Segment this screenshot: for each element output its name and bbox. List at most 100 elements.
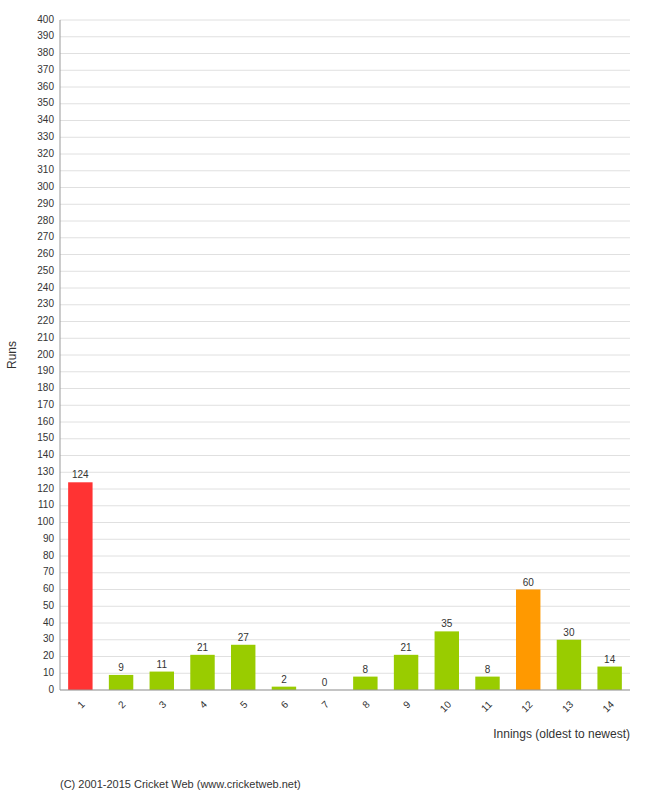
- grid-line: [60, 187, 630, 188]
- y-tick-label: 100: [37, 516, 54, 527]
- grid-line: [60, 321, 630, 322]
- grid-line: [60, 204, 630, 205]
- x-tick-label: 7: [319, 698, 331, 710]
- grid-line: [60, 422, 630, 423]
- page: {"chart_data": {"type": "bar", "xlabel":…: [0, 0, 650, 800]
- grid-line: [60, 388, 630, 389]
- data-labels: 124911212720821358603014: [72, 469, 616, 688]
- y-tick-label: 40: [43, 617, 55, 628]
- x-tick-label: 11: [479, 698, 494, 713]
- grid-line: [60, 589, 630, 590]
- x-tick-label: 9: [401, 698, 413, 710]
- x-tick-label: 12: [519, 698, 535, 714]
- data-label: 35: [441, 618, 453, 629]
- y-tick-label: 370: [37, 64, 54, 75]
- y-tick-label: 120: [37, 483, 54, 494]
- y-tick-label: 300: [37, 181, 54, 192]
- y-tick-label: 220: [37, 315, 54, 326]
- grid-line: [60, 639, 630, 640]
- y-tick-label: 70: [43, 566, 55, 577]
- x-tick-label: 8: [360, 698, 372, 710]
- grid-line: [60, 438, 630, 439]
- footer: (C) 2001-2015 Cricket Web (www.cricketwe…: [60, 778, 301, 790]
- grid-line: [60, 455, 630, 456]
- y-tick-label: 150: [37, 432, 54, 443]
- y-tick-label: 20: [43, 650, 55, 661]
- grid-line: [60, 522, 630, 523]
- x-tick-label: 1: [75, 698, 87, 710]
- grid-line: [60, 221, 630, 222]
- bar: [272, 687, 296, 690]
- data-label: 2: [281, 674, 287, 685]
- grid-line: [60, 170, 630, 171]
- grid-line: [60, 690, 630, 691]
- grid-line: [60, 271, 630, 272]
- y-tick-label: 230: [37, 298, 54, 309]
- grid-line: [60, 539, 630, 540]
- grid-line: [60, 120, 630, 121]
- bars: [68, 482, 622, 690]
- data-label: 21: [401, 642, 413, 653]
- bar: [68, 482, 92, 690]
- grid-line: [60, 405, 630, 406]
- x-tick-label: 4: [197, 698, 209, 710]
- grid-line: [60, 137, 630, 138]
- bar: [394, 655, 418, 690]
- y-tick-label: 320: [37, 148, 54, 159]
- x-tick-label: 3: [157, 698, 169, 710]
- grid-line: [60, 371, 630, 372]
- y-tick-label: 80: [43, 550, 55, 561]
- y-tick-label: 90: [43, 533, 55, 544]
- y-tick-label: 340: [37, 114, 54, 125]
- data-label: 21: [197, 642, 209, 653]
- y-axis: 0102030405060708090100110120130140150160…: [37, 14, 60, 695]
- y-tick-label: 0: [48, 684, 54, 695]
- grid-line: [60, 70, 630, 71]
- y-axis-label: Runs: [5, 341, 19, 369]
- chart-container: 0102030405060708090100110120130140150160…: [0, 0, 650, 800]
- y-tick-label: 160: [37, 416, 54, 427]
- bar: [231, 645, 255, 690]
- grid-line: [60, 338, 630, 339]
- bar: [516, 590, 540, 691]
- grid-line: [60, 103, 630, 104]
- y-tick-label: 200: [37, 349, 54, 360]
- y-tick-label: 360: [37, 81, 54, 92]
- grid-line: [60, 556, 630, 557]
- x-tick-label: 10: [438, 698, 454, 714]
- bar: [109, 675, 133, 690]
- y-tick-label: 210: [37, 332, 54, 343]
- y-tick-label: 350: [37, 97, 54, 108]
- y-tick-label: 110: [38, 499, 54, 510]
- y-tick-label: 290: [37, 198, 54, 209]
- bar: [353, 677, 377, 690]
- grid-line: [60, 254, 630, 255]
- y-tick-label: 50: [43, 600, 55, 611]
- grid-line: [60, 355, 630, 356]
- grid-line: [60, 20, 630, 21]
- bar: [557, 640, 581, 690]
- grid-line: [60, 53, 630, 54]
- data-label: 8: [485, 664, 491, 675]
- y-tick-label: 180: [37, 382, 54, 393]
- x-tick-label: 13: [560, 698, 576, 714]
- grid-line: [60, 623, 630, 624]
- y-tick-label: 260: [37, 248, 54, 259]
- y-tick-label: 390: [37, 30, 54, 41]
- y-tick-label: 240: [37, 282, 54, 293]
- x-axis: 1234567891011121314: [60, 690, 630, 714]
- grid-line: [60, 572, 630, 573]
- y-tick-label: 280: [37, 215, 54, 226]
- data-label: 30: [563, 627, 575, 638]
- grid-line: [60, 288, 630, 289]
- data-label: 14: [604, 654, 616, 665]
- bar: [150, 672, 174, 690]
- grid-line: [60, 673, 630, 674]
- bar: [190, 655, 214, 690]
- y-tick-label: 30: [43, 633, 55, 644]
- data-label: 11: [157, 659, 168, 670]
- grid-line: [60, 606, 630, 607]
- grid-line: [60, 237, 630, 238]
- x-tick-label: 14: [601, 698, 617, 714]
- y-tick-label: 400: [37, 14, 54, 25]
